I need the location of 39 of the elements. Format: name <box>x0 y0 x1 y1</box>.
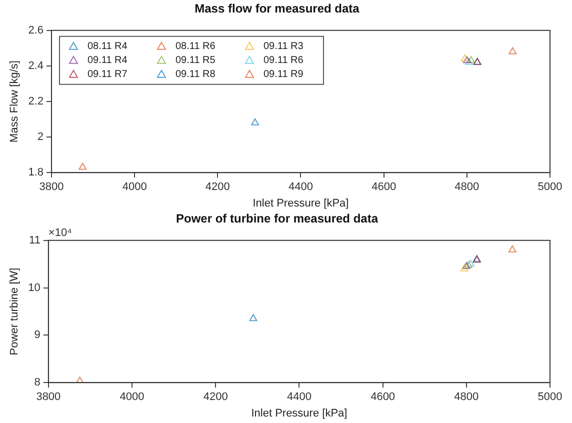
chart-title: Mass flow for measured data <box>194 2 360 16</box>
legend-label: 08.11 R6 <box>175 41 216 52</box>
x-tick-label: 4200 <box>205 181 230 194</box>
y-tick-label: 2 <box>37 131 44 144</box>
legend-label: 09.11 R9 <box>263 69 304 80</box>
x-tick-label: 4600 <box>372 181 396 194</box>
x-tick-label: 4000 <box>120 391 144 404</box>
legend-label: 09.11 R7 <box>87 69 128 80</box>
y-tick-label: 11 <box>29 234 40 246</box>
x-tick-label: 4000 <box>122 181 147 194</box>
x-tick-label: 4200 <box>203 391 228 404</box>
x-tick-label: 4400 <box>288 181 313 194</box>
x-axis-title: Inlet Pressure [kPa] <box>252 197 349 210</box>
legend-label: 09.11 R5 <box>175 55 216 66</box>
legend-label: 09.11 R8 <box>175 69 216 80</box>
x-axis-title: Inlet Pressure [kPa] <box>251 407 348 420</box>
y-axis-title: Power turbine [W] <box>8 268 21 356</box>
x-tick-label: 5000 <box>538 391 562 404</box>
x-tick-label: 3800 <box>39 181 64 194</box>
chart-title: Power of turbine for measured data <box>176 212 378 226</box>
legend-label: 09.11 R3 <box>263 41 304 52</box>
x-tick-label: 5000 <box>538 181 562 194</box>
y-tick-label: 2.2 <box>28 96 44 108</box>
y-axis-title: Mass Flow [kg/s] <box>8 60 21 142</box>
y-tick-label: 9 <box>34 329 40 342</box>
y-tick-label: 10 <box>28 282 40 294</box>
legend-label: 08.11 R4 <box>87 41 128 52</box>
x-tick-label: 4400 <box>286 391 312 404</box>
x-tick-label: 3800 <box>36 391 61 404</box>
text: ×10⁴ <box>48 226 72 239</box>
x-tick-label: 4800 <box>454 181 480 194</box>
y-tick-label: 1.8 <box>28 166 44 179</box>
x-tick-label: 4800 <box>454 391 479 404</box>
x-tick-label: 4600 <box>370 391 396 404</box>
y-tick-label: 2.4 <box>28 60 44 72</box>
y-tick-label: 2.6 <box>28 24 44 36</box>
y-tick-label: 8 <box>34 376 40 389</box>
legend-label: 09.11 R6 <box>263 55 304 66</box>
legend-label: 09.11 R4 <box>87 55 128 66</box>
